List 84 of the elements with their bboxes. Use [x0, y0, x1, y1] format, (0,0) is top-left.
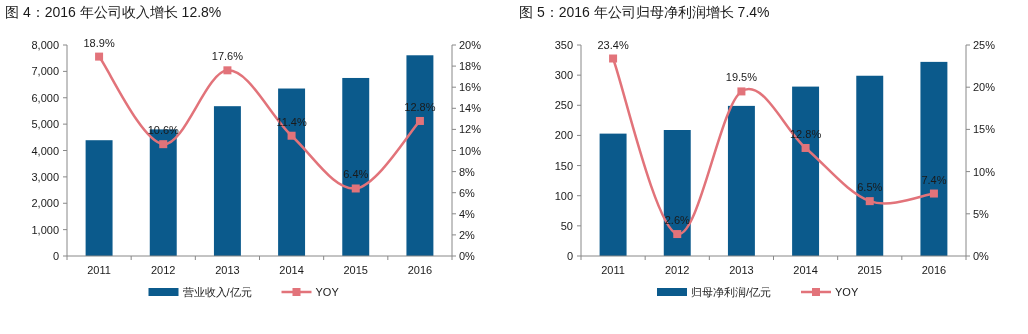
y-tick-label: 6,000: [31, 91, 59, 104]
data-label: 17.6%: [211, 50, 244, 63]
legend-label: 营业收入/亿元: [182, 286, 252, 298]
y2-tick-label: 0%: [459, 250, 476, 262]
y-tick-label: 3,000: [31, 170, 59, 183]
point: [609, 54, 618, 63]
data-label: 10.6%: [147, 124, 180, 137]
data-label: 23.4%: [597, 38, 629, 51]
bar: [663, 130, 691, 256]
point: [801, 143, 810, 152]
chart-title: 图 4：2016 年公司收入增长 12.8%: [5, 4, 222, 20]
point: [929, 189, 938, 198]
y2-tick-label: 16%: [459, 81, 482, 94]
y-tick-label: 0: [566, 250, 573, 262]
bar: [792, 86, 820, 256]
y-tick-label: 150: [554, 159, 573, 172]
point: [159, 140, 168, 149]
y-tick-label: 100: [554, 189, 573, 202]
y2-tick-label: 6%: [459, 186, 476, 199]
y-tick-label: 0: [52, 250, 59, 262]
x-tick-label: 2015: [857, 264, 882, 276]
chart-title: 图 5：2016 年公司归母净利润增长 7.4%: [519, 4, 770, 20]
y2-tick-label: 18%: [459, 60, 482, 73]
y2-tick-label: 2%: [459, 228, 476, 241]
bar: [920, 61, 948, 256]
point: [223, 66, 232, 75]
point: [737, 87, 746, 96]
y-tick-label: 5,000: [31, 118, 59, 131]
bar: [599, 133, 627, 256]
y2-tick-label: 4%: [459, 207, 476, 220]
y2-tick-label: 20%: [973, 81, 996, 94]
bar: [85, 140, 113, 256]
point: [865, 197, 874, 206]
y-tick-label: 300: [554, 69, 573, 82]
point: [415, 116, 424, 125]
y-tick-label: 8,000: [31, 39, 59, 51]
y-tick-label: 7,000: [31, 65, 59, 78]
y-tick-label: 200: [554, 129, 573, 142]
y2-tick-label: 5%: [973, 207, 990, 220]
bar: [727, 105, 755, 256]
y2-tick-label: 15%: [973, 123, 996, 136]
y2-tick-label: 0%: [973, 250, 990, 262]
bar: [213, 106, 241, 256]
data-label: 6.5%: [857, 181, 883, 194]
y-tick-label: 2,000: [31, 197, 59, 210]
bar: [856, 75, 884, 256]
y2-tick-label: 10%: [973, 165, 996, 178]
legend-label: YOY: [835, 286, 859, 298]
point: [287, 131, 296, 140]
data-label: 6.4%: [343, 168, 369, 181]
x-tick-label: 2012: [151, 264, 176, 276]
x-tick-label: 2014: [793, 264, 818, 276]
y-tick-label: 250: [554, 99, 573, 112]
x-tick-label: 2013: [215, 264, 240, 276]
y2-tick-label: 8%: [459, 165, 476, 178]
y-tick-label: 4,000: [31, 144, 59, 157]
y-tick-label: 50: [560, 219, 573, 232]
x-tick-label: 2013: [729, 264, 754, 276]
x-tick-label: 2011: [601, 264, 625, 276]
x-tick-label: 2011: [87, 264, 111, 276]
data-label: 7.4%: [921, 173, 947, 186]
x-tick-label: 2014: [279, 264, 304, 276]
x-tick-label: 2012: [665, 264, 690, 276]
y2-tick-label: 10%: [459, 144, 482, 157]
bar: [342, 77, 370, 256]
bar: [278, 88, 306, 256]
bar: [406, 55, 434, 256]
y-tick-label: 1,000: [31, 223, 59, 236]
x-tick-label: 2015: [343, 264, 368, 276]
x-tick-label: 2016: [921, 264, 947, 276]
data-label: 2.6%: [664, 214, 690, 227]
legend-label: 归母净利润/亿元: [691, 286, 772, 298]
point: [351, 184, 360, 193]
data-label: 18.9%: [83, 36, 115, 49]
y-tick-label: 350: [554, 39, 573, 51]
x-tick-label: 2016: [407, 264, 433, 276]
y2-tick-label: 20%: [459, 39, 482, 51]
point: [673, 230, 682, 239]
y2-tick-label: 25%: [973, 39, 996, 51]
y2-tick-label: 12%: [459, 123, 482, 136]
y2-tick-label: 14%: [459, 102, 482, 115]
data-label: 19.5%: [725, 71, 758, 84]
legend-label: YOY: [315, 286, 340, 298]
point: [95, 52, 104, 61]
